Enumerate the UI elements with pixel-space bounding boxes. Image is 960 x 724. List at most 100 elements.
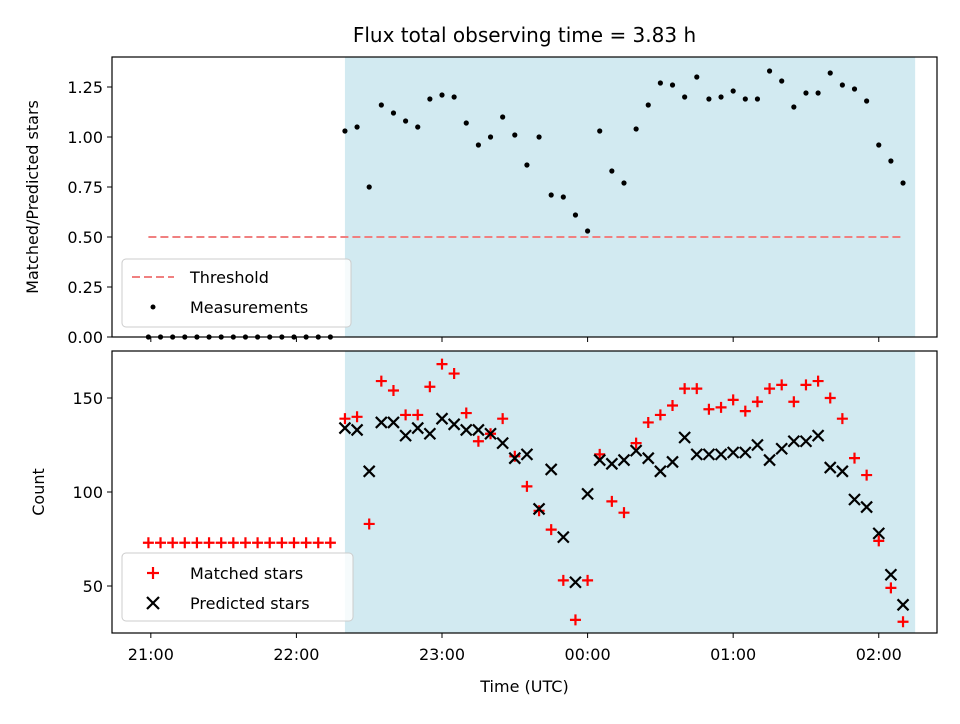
measurement-point [839, 82, 845, 88]
measurement-point [633, 126, 639, 132]
predicted-star-point [557, 530, 570, 544]
measurement-point [827, 70, 833, 76]
predicted-star-point [508, 451, 522, 465]
predicted-star-point [423, 427, 437, 440]
matched-star-point [375, 375, 387, 387]
predicted-star-point [350, 423, 364, 437]
matched-star-point [351, 411, 363, 423]
matched-star-point [545, 524, 557, 536]
top-y-tick-label: 0.75 [67, 178, 103, 197]
predicted-star-point [823, 461, 837, 474]
measurement-point [864, 98, 870, 104]
matched-star-point [800, 379, 812, 391]
matched-star-point [412, 409, 424, 421]
top-legend-box [121, 258, 352, 328]
matched-star-point [582, 574, 594, 586]
matched-star-point [691, 383, 703, 395]
matched-star-point [436, 358, 448, 370]
predicted-star-point [338, 421, 352, 435]
matched-star-point [509, 450, 521, 462]
predicted-star-point [520, 448, 534, 461]
predicted-star-point [617, 453, 631, 467]
top-panel: 0.00 0.25 0.50 0.75 1.00 1.25 Flux total obse… [23, 23, 938, 347]
measurement-point [657, 80, 663, 86]
measurement-point [694, 74, 700, 80]
measurement-point [378, 102, 384, 108]
matched-star-point [179, 537, 191, 549]
matched-star-point [618, 507, 630, 519]
measurement-point [791, 104, 797, 110]
matched-star-point [300, 537, 312, 549]
measurement-point [876, 142, 882, 148]
top-y-tick-label: 0.00 [67, 328, 103, 347]
measurement-point [742, 96, 748, 102]
bottom-x-axis-label: Time (UTC) [479, 677, 568, 696]
measurement-point [584, 228, 591, 234]
predicted-star-point [787, 434, 801, 448]
matched-star-point [861, 469, 873, 481]
predicted-star-point [472, 423, 485, 437]
matched-star-point [312, 537, 324, 549]
matched-star-point [155, 537, 167, 549]
measurement-point [342, 128, 348, 134]
measurement-point [560, 194, 566, 200]
predicted-star-point [399, 429, 412, 442]
top-panel-shade [344, 57, 916, 337]
predicted-star-point [666, 455, 679, 469]
predicted-star-point [751, 438, 764, 452]
matched-star-point [264, 537, 276, 549]
matched-star-point [215, 537, 227, 549]
predicted-star-point [484, 427, 497, 440]
predicted-star-point [896, 598, 910, 612]
measurement-point [475, 142, 481, 148]
matched-star-point [448, 368, 460, 380]
predicted-star-point [459, 423, 473, 437]
predicted-star-point [387, 416, 400, 429]
matched-star-point [167, 537, 179, 549]
predicted-star-point [641, 451, 655, 465]
matched-star-point [239, 537, 251, 549]
measurement-point [779, 78, 785, 84]
top-y-axis-label: Matched/Predicted stars [23, 100, 42, 294]
top-legend: Threshold Measurements [121, 258, 352, 328]
matched-star-point [642, 416, 654, 428]
bottom-x-tick-label: 22:00 [273, 645, 319, 664]
matched-star-point [533, 505, 545, 517]
legend-measurements-label: Measurements [190, 298, 308, 317]
matched-star-point [667, 400, 679, 412]
measurement-point [669, 82, 676, 88]
predicted-star-point [836, 465, 849, 478]
predicted-star-point [726, 446, 740, 459]
measurement-point [766, 68, 773, 74]
predicted-star-point [690, 448, 704, 461]
measurement-point [815, 90, 821, 96]
measurement-point [415, 124, 421, 130]
measurement-point [621, 180, 627, 186]
matched-star-point [252, 537, 264, 549]
measurement-point [900, 180, 906, 186]
predicted-star-point [629, 444, 643, 457]
predicted-star-point [848, 493, 861, 506]
measurement-point [366, 184, 372, 190]
matched-star-point [424, 381, 436, 393]
top-y-tick-label: 0.25 [67, 278, 103, 297]
matched-star-point [363, 518, 375, 530]
matched-star-point [387, 384, 399, 396]
bottom-y-tick-label: 150 [72, 389, 103, 408]
bottom-y-axis-label: Count [29, 468, 48, 516]
matched-star-point [873, 535, 885, 547]
measurement-point [609, 168, 615, 174]
predicted-star-point [872, 527, 886, 540]
legend-matched-label: Matched stars [190, 564, 303, 583]
top-y-tick-label: 1.25 [67, 78, 103, 97]
predicted-star-point [375, 416, 388, 429]
matched-star-point [776, 379, 788, 391]
matched-star-point [191, 537, 203, 549]
matched-star-point [142, 537, 154, 549]
matched-star-point [727, 394, 739, 406]
matched-star-point [324, 537, 336, 549]
measurement-point [500, 114, 506, 120]
matched-star-point [276, 537, 288, 549]
matched-star-point [630, 437, 642, 449]
measurement-point [597, 128, 603, 134]
